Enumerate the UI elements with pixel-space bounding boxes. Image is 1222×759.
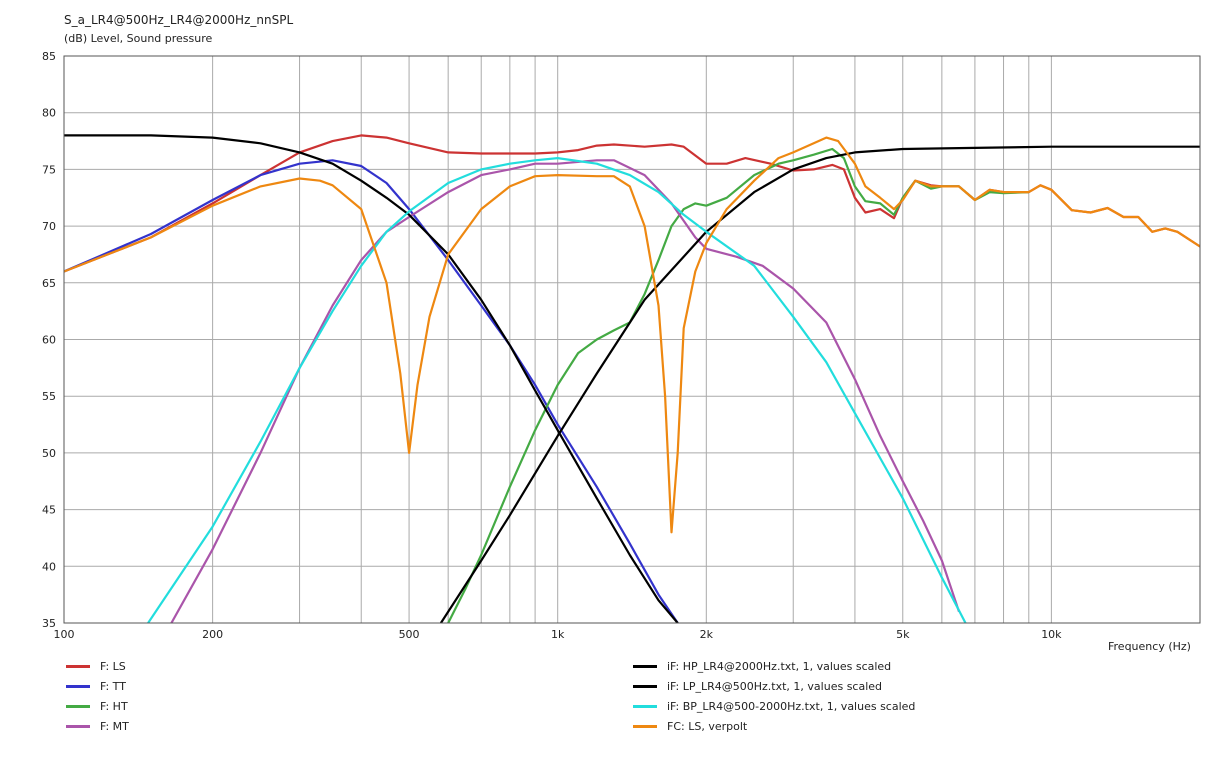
legend-item: F: MT (66, 718, 129, 734)
y-tick-label: 75 (42, 163, 56, 176)
x-axis-label: Frequency (Hz) (1108, 640, 1191, 653)
legend-label: iF: HP_LR4@2000Hz.txt, 1, values scaled (667, 659, 892, 673)
legend-swatch (633, 664, 657, 668)
legend-swatch (633, 724, 657, 728)
y-tick-label: 70 (42, 220, 56, 233)
y-tick-label: 35 (42, 617, 56, 630)
x-tick-label: 200 (202, 628, 223, 641)
x-tick-label: 10k (1041, 628, 1062, 641)
x-tick-label: 100 (54, 628, 75, 641)
y-tick-label: 80 (42, 107, 56, 120)
series-line (147, 157, 967, 623)
legend-item: FC: LS, verpolt (633, 718, 747, 734)
legend-label: iF: BP_LR4@500-2000Hz.txt, 1, values sca… (667, 699, 916, 713)
plot-frame (63, 55, 1201, 624)
series-line (170, 159, 961, 623)
series-lines (64, 134, 1200, 623)
x-tick-label: 1k (551, 628, 565, 641)
y-tick-label: 55 (42, 390, 56, 403)
y-tick-label: 40 (42, 560, 56, 573)
legend-label: F: HT (100, 699, 128, 713)
x-tick-label: 2k (700, 628, 714, 641)
legend-swatch (66, 704, 90, 708)
legend-label: F: MT (100, 719, 129, 733)
series-line (64, 134, 1200, 273)
x-tick-labels: 100 200 500 1k 2k 5k 10k (54, 628, 1063, 641)
y-tick-label: 65 (42, 277, 56, 290)
legend-label: F: LS (100, 659, 126, 673)
x-tick-label: 5k (896, 628, 910, 641)
series-line (64, 136, 1200, 534)
series-line (439, 145, 1200, 623)
series-line (64, 134, 679, 623)
legend-label: iF: LP_LR4@500Hz.txt, 1, values scaled (667, 679, 883, 693)
y-tick-label: 45 (42, 504, 56, 517)
legend-swatch (66, 724, 90, 728)
legend-swatch (633, 684, 657, 688)
y-axis-label: (dB) Level, Sound pressure (64, 32, 213, 45)
y-tick-label: 85 (42, 50, 56, 63)
y-tick-label: 60 (42, 334, 56, 347)
legend-item: F: TT (66, 678, 126, 694)
legend-swatch (66, 684, 90, 688)
legend-swatch (66, 664, 90, 668)
legend-label: F: TT (100, 679, 126, 693)
chart-title: S_a_LR4@500Hz_LR4@2000Hz_nnSPL (64, 13, 294, 27)
legend-item: iF: BP_LR4@500-2000Hz.txt, 1, values sca… (633, 698, 915, 714)
legend-swatch (633, 704, 657, 708)
legend-item: iF: HP_LR4@2000Hz.txt, 1, values scaled (633, 658, 891, 674)
legend-item: F: LS (66, 658, 126, 674)
legend-label: FC: LS, verpolt (667, 719, 748, 733)
legend-item: F: HT (66, 698, 128, 714)
y-tick-label: 50 (42, 447, 56, 460)
legend-item: iF: LP_LR4@500Hz.txt, 1, values scaled (633, 678, 882, 694)
y-tick-labels: 85 80 75 70 65 60 55 50 45 40 35 (42, 50, 56, 630)
x-tick-label: 500 (399, 628, 420, 641)
